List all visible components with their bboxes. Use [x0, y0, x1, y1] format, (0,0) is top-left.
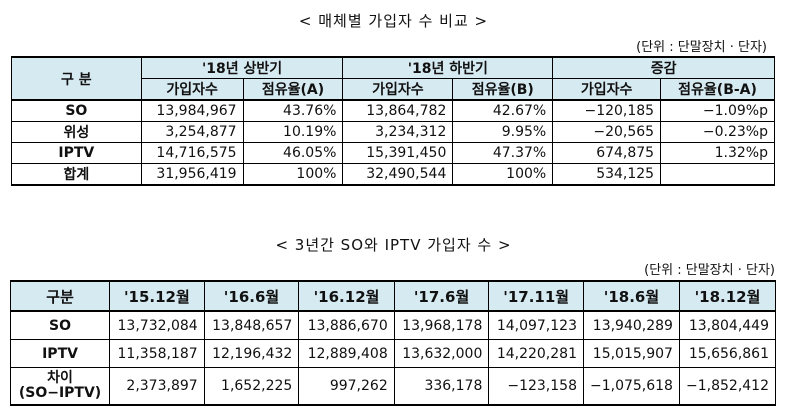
row-label: IPTV — [11, 142, 142, 164]
subscriber-by-media-table: 구 분 '18년 상반기 '18년 하반기 증감 가입자수 점유율(A) 가입자… — [11, 56, 775, 186]
table-row: SO 13,732,084 13,848,657 13,886,670 13,9… — [9, 310, 777, 340]
cell: −120,185 — [552, 99, 662, 122]
cell: 1.32%p — [660, 142, 775, 164]
row-label: 차이 (SO−IPTV) — [9, 367, 111, 406]
cell: 46.05% — [242, 142, 344, 164]
cell: 13,864,782 — [342, 99, 454, 122]
cell: −1.09%p — [660, 99, 775, 122]
cell: 11,358,187 — [109, 339, 205, 368]
header-sub: 가입자수 — [140, 78, 244, 101]
cell: 14,220,281 — [488, 339, 584, 368]
table-row: 합계 31,956,419 100% 32,490,544 100% 534,1… — [11, 163, 775, 186]
cell: 13,848,657 — [203, 310, 300, 340]
section1-title: < 매체별 가입자 수 비교 > — [298, 12, 489, 30]
table-row: 위성 3,254,877 10.19% 3,234,312 9.95% −20,… — [11, 121, 775, 143]
section1-unit: (단위 : 단말장치 · 단자) — [636, 40, 767, 55]
row-label-sub: (SO−IPTV) — [18, 385, 102, 401]
header-cell: 구분 — [9, 280, 111, 312]
table-row: SO 13,984,967 43.76% 13,864,782 42.67% −… — [11, 99, 775, 122]
header-sub: 점유율(A) — [242, 78, 344, 101]
cell: 32,490,544 — [342, 163, 454, 186]
cell: 15,015,907 — [582, 339, 680, 368]
cell: −0.23%p — [660, 121, 775, 143]
table-row: IPTV 11,358,187 12,196,432 12,889,408 13… — [9, 339, 777, 368]
cell: 997,262 — [298, 367, 395, 406]
cell: 3,234,312 — [342, 121, 454, 143]
so-iptv-3year-table: 구분 '15.12월 '16.6월 '16.12월 '17.6월 '17.11월… — [9, 280, 777, 406]
header-cell: '18.12월 — [678, 280, 777, 312]
cell: 12,889,408 — [298, 339, 395, 368]
section2-unit: (단위 : 단말장치 · 단자) — [644, 263, 775, 278]
row-label: IPTV — [9, 339, 111, 368]
header-cell: '16.12월 — [298, 280, 395, 312]
header-cell: '15.12월 — [109, 280, 205, 312]
cell: −123,158 — [488, 367, 584, 406]
cell: 1,652,225 — [203, 367, 300, 406]
header-cell: '17.6월 — [393, 280, 490, 312]
header-category: 구 분 — [11, 56, 142, 101]
cell: 10.19% — [242, 121, 344, 143]
row-label-main: 차이 — [47, 370, 73, 386]
row-label: SO — [9, 310, 111, 340]
header-sub: 가입자수 — [552, 78, 662, 101]
header-period1: '18년 상반기 — [140, 56, 344, 79]
cell: 9.95% — [452, 121, 554, 143]
cell: 100% — [452, 163, 554, 186]
cell: 13,804,449 — [678, 310, 777, 340]
cell: 534,125 — [552, 163, 662, 186]
row-label: SO — [11, 99, 142, 122]
header-cell: '17.11월 — [488, 280, 584, 312]
cell: 13,968,178 — [393, 310, 490, 340]
header-sub: 가입자수 — [342, 78, 454, 101]
cell: −20,565 — [552, 121, 662, 143]
cell: −1,075,618 — [582, 367, 680, 406]
cell: 47.37% — [452, 142, 554, 164]
cell: 15,391,450 — [342, 142, 454, 164]
cell: 42.67% — [452, 99, 554, 122]
header-cell: '18.6월 — [582, 280, 680, 312]
cell — [660, 163, 775, 186]
cell: 2,373,897 — [109, 367, 205, 406]
header-sub: 점유율(B-A) — [660, 78, 775, 101]
header-period2: '18년 하반기 — [342, 56, 554, 79]
row-label: 위성 — [11, 121, 142, 143]
cell: 31,956,419 — [140, 163, 244, 186]
cell: 12,196,432 — [203, 339, 300, 368]
header-change: 증감 — [552, 56, 775, 79]
cell: 100% — [242, 163, 344, 186]
cell: 14,097,123 — [488, 310, 584, 340]
table-row: IPTV 14,716,575 46.05% 15,391,450 47.37%… — [11, 142, 775, 164]
cell: 13,632,000 — [393, 339, 490, 368]
header-sub: 점유율(B) — [452, 78, 554, 101]
row-label: 합계 — [11, 163, 142, 186]
cell: 3,254,877 — [140, 121, 244, 143]
table-row: 차이 (SO−IPTV) 2,373,897 1,652,225 997,262… — [9, 367, 777, 406]
header-cell: '16.6월 — [203, 280, 300, 312]
cell: 13,984,967 — [140, 99, 244, 122]
cell: 13,886,670 — [298, 310, 395, 340]
section2-title: < 3년간 SO와 IPTV 가입자 수 > — [275, 236, 512, 254]
cell: −1,852,412 — [678, 367, 777, 406]
cell: 43.76% — [242, 99, 344, 122]
cell: 674,875 — [552, 142, 662, 164]
cell: 336,178 — [393, 367, 490, 406]
cell: 13,732,084 — [109, 310, 205, 340]
cell: 13,940,289 — [582, 310, 680, 340]
cell: 15,656,861 — [678, 339, 777, 368]
cell: 14,716,575 — [140, 142, 244, 164]
